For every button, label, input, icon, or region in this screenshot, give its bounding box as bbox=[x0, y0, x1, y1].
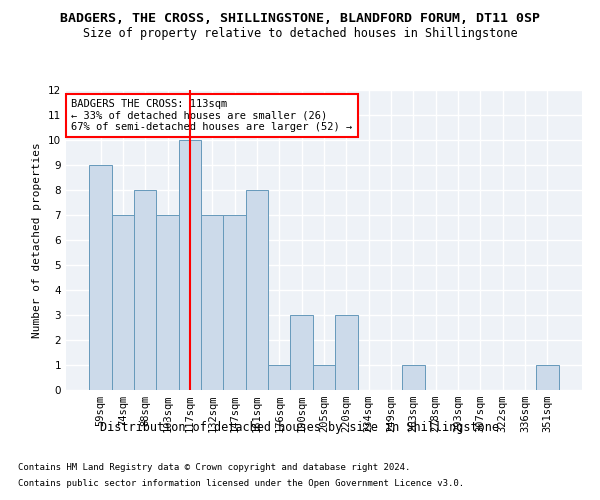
Bar bbox=[112, 215, 134, 390]
Bar bbox=[402, 365, 425, 390]
Bar bbox=[536, 365, 559, 390]
Bar bbox=[134, 190, 157, 390]
Text: Contains public sector information licensed under the Open Government Licence v3: Contains public sector information licen… bbox=[18, 478, 464, 488]
Bar bbox=[290, 315, 313, 390]
Text: Contains HM Land Registry data © Crown copyright and database right 2024.: Contains HM Land Registry data © Crown c… bbox=[18, 464, 410, 472]
Bar bbox=[179, 140, 201, 390]
Text: Size of property relative to detached houses in Shillingstone: Size of property relative to detached ho… bbox=[83, 28, 517, 40]
Bar bbox=[246, 190, 268, 390]
Bar bbox=[313, 365, 335, 390]
Bar bbox=[201, 215, 223, 390]
Text: BADGERS THE CROSS: 113sqm
← 33% of detached houses are smaller (26)
67% of semi-: BADGERS THE CROSS: 113sqm ← 33% of detac… bbox=[71, 99, 352, 132]
Bar bbox=[268, 365, 290, 390]
Bar bbox=[223, 215, 246, 390]
Text: Distribution of detached houses by size in Shillingstone: Distribution of detached houses by size … bbox=[101, 421, 499, 434]
Bar bbox=[89, 165, 112, 390]
Y-axis label: Number of detached properties: Number of detached properties bbox=[32, 142, 43, 338]
Text: BADGERS, THE CROSS, SHILLINGSTONE, BLANDFORD FORUM, DT11 0SP: BADGERS, THE CROSS, SHILLINGSTONE, BLAND… bbox=[60, 12, 540, 26]
Bar bbox=[157, 215, 179, 390]
Bar bbox=[335, 315, 358, 390]
